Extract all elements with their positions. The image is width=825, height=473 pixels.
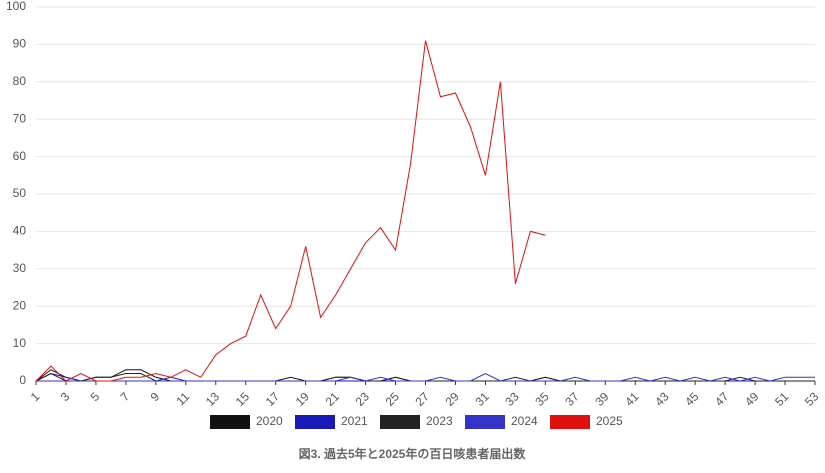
x-tick-label: 23 [353,389,373,409]
x-tick-label: 31 [472,389,492,409]
x-tick-label: 9 [148,389,163,404]
x-tick-label: 45 [682,389,702,409]
legend-label: 2024 [511,414,538,428]
legend-swatch [550,415,590,429]
x-tick-label: 37 [562,389,582,409]
legend-swatch [295,415,335,429]
y-tick-label: 20 [13,298,27,312]
chart-title: 図3. 過去5年と2025年の百日咳患者届出数 [299,446,527,461]
x-tick-label: 41 [622,389,642,409]
legend-label: 2021 [341,414,368,428]
x-tick-label: 39 [592,389,612,409]
x-tick-label: 27 [413,389,433,409]
x-tick-label: 1 [28,389,43,404]
y-tick-label: 10 [13,336,27,350]
legend-swatch [465,415,505,429]
x-tick-label: 29 [442,389,462,409]
x-tick-label: 53 [802,389,822,409]
x-tick-label: 11 [173,389,192,408]
x-tick-label: 3 [58,389,73,404]
y-tick-label: 90 [13,37,27,51]
series-line [35,40,546,382]
legend-label: 2023 [426,414,453,428]
x-tick-label: 43 [652,389,672,409]
x-tick-label: 7 [118,389,133,404]
x-tick-label: 5 [88,389,103,404]
legend-label: 2020 [256,414,283,428]
x-tick-label: 17 [263,389,283,409]
y-tick-label: 0 [19,373,26,387]
y-tick-label: 50 [13,186,27,200]
legend-swatch [210,415,250,429]
x-tick-label: 49 [742,389,762,409]
x-tick-label: 13 [203,389,223,409]
legend-label: 2025 [596,414,623,428]
series-line [36,372,815,382]
x-tick-label: 15 [233,389,253,409]
y-tick-label: 70 [13,111,27,125]
legend-swatch [380,415,420,429]
x-tick-label: 25 [383,389,403,409]
x-tick-label: 51 [772,389,792,409]
y-tick-label: 30 [13,261,27,275]
x-tick-label: 35 [532,389,552,409]
y-tick-label: 60 [13,149,27,163]
y-tick-label: 80 [13,74,27,88]
x-tick-label: 33 [502,389,522,409]
x-tick-label: 19 [293,389,313,409]
x-tick-label: 21 [323,389,343,409]
y-tick-label: 40 [13,224,27,238]
y-tick-label: 100 [6,0,26,13]
x-tick-label: 47 [712,389,732,409]
